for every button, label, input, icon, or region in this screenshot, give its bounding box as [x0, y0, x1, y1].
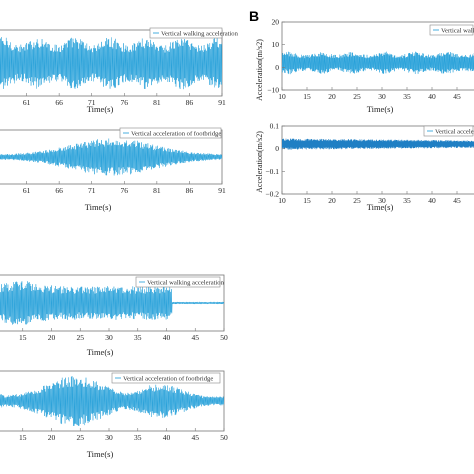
legend: Vertical walking acceleration [429, 24, 474, 36]
x-axis-label: Time(s) [87, 449, 114, 459]
x-tick-label: 81 [153, 98, 161, 107]
x-tick-label: 20 [48, 433, 56, 442]
legend-box [135, 276, 221, 288]
x-tick-label: 86 [186, 98, 194, 107]
x-tick-label: 25 [77, 333, 85, 342]
series-line-c_bridge [0, 376, 224, 426]
y-tick-label: −10 [267, 86, 279, 95]
x-axis-label: Time(s) [85, 202, 112, 212]
legend-box [149, 27, 223, 39]
y-tick-label: −0.2 [265, 190, 279, 199]
x-tick-label: 20 [328, 196, 336, 205]
x-tick-label: 40 [163, 433, 171, 442]
chart-a_bridge: 61 66 71 76 81 86 91 Time(s) Vertical accelerati… [0, 127, 226, 212]
x-tick-label: 10 [278, 196, 286, 205]
x-tick-label: 30 [378, 196, 386, 205]
x-tick-label: 15 [19, 333, 27, 342]
y-axis-label: Acceleration(m/s2) [255, 131, 264, 193]
x-tick-label: 45 [453, 196, 461, 205]
x-tick-label: 76 [121, 186, 129, 195]
x-axis-label: Time(s) [87, 104, 114, 114]
x-tick-label: 30 [378, 92, 386, 101]
y-tick-label: 10 [272, 40, 280, 49]
legend: Vertical walking acceleration [149, 27, 239, 39]
x-tick-label: 35 [134, 433, 142, 442]
legend-label: Vertical walking acceleration [161, 31, 239, 38]
x-axis-label: Time(s) [87, 347, 114, 357]
legend-label: Vertical acceleration of footbridge [123, 376, 213, 383]
x-tick-label: 71 [88, 186, 96, 195]
legend: Vertical acceleratio [423, 125, 474, 137]
x-tick-label: 35 [403, 92, 411, 101]
legend-box [429, 24, 474, 36]
legend-label: Vertical acceleratio [435, 129, 474, 136]
x-tick-label: 50 [220, 333, 228, 342]
series-line-b_bridge [282, 138, 474, 150]
legend-box [111, 372, 221, 384]
x-tick-label: 66 [55, 186, 63, 195]
y-tick-label: −0.1 [265, 167, 279, 176]
chart-b_bridge: 10 15 20 25 30 35 40 45 0.1 0 −0.1 −0.2 Time(s) Accel… [255, 122, 474, 212]
x-tick-label: 25 [77, 433, 85, 442]
legend: Vertical walking acceleration [135, 276, 225, 288]
x-tick-label: 66 [55, 98, 63, 107]
chart-c_walk: 15 20 25 30 35 40 45 50 Time(s) Vertical walking … [0, 274, 228, 357]
x-tick-label: 10 [278, 92, 286, 101]
y-tick-label: 0 [275, 144, 279, 153]
x-tick-label: 35 [403, 196, 411, 205]
x-tick-label: 86 [186, 186, 194, 195]
x-tick-label: 91 [218, 98, 226, 107]
x-tick-label: 71 [88, 98, 96, 107]
x-tick-label: 91 [218, 186, 226, 195]
x-tick-label: 61 [23, 186, 31, 195]
x-tick-label: 45 [192, 333, 200, 342]
x-tick-label: 15 [19, 433, 27, 442]
chart-a_walk: 61 66 71 76 81 86 91 Time(s) Vertical walking ac… [0, 27, 239, 114]
x-tick-label: 61 [23, 98, 31, 107]
x-tick-label: 45 [453, 92, 461, 101]
legend: Vertical acceleration of footbridge [111, 372, 221, 384]
x-tick-label: 25 [353, 196, 361, 205]
x-axis-label: Time(s) [367, 104, 394, 114]
x-tick-label: 40 [428, 92, 436, 101]
series-line-b_walk [282, 51, 474, 75]
y-axis-label: Acceleration(m/s2) [255, 39, 264, 101]
legend-label: Vertical walking acceleration [441, 28, 474, 35]
x-tick-label: 35 [134, 333, 142, 342]
x-tick-label: 45 [192, 433, 200, 442]
y-tick-label: 0 [275, 63, 279, 72]
legend-box [119, 127, 222, 139]
x-tick-label: 15 [303, 196, 311, 205]
x-tick-label: 81 [153, 186, 161, 195]
legend-label: Vertical acceleration of footbridge [131, 131, 221, 138]
y-tick-label: 0.1 [270, 122, 280, 131]
x-tick-label: 40 [428, 196, 436, 205]
x-tick-label: 50 [220, 433, 228, 442]
x-tick-label: 25 [353, 92, 361, 101]
x-axis-label: Time(s) [367, 202, 394, 212]
x-tick-label: 30 [105, 333, 113, 342]
panel-label-b: B [249, 8, 259, 24]
x-tick-label: 15 [303, 92, 311, 101]
x-tick-label: 76 [121, 98, 129, 107]
series-line-c_walk [0, 281, 224, 325]
x-tick-label: 20 [328, 92, 336, 101]
x-tick-label: 40 [163, 333, 171, 342]
chart-c_bridge: 15 20 25 30 35 40 45 50 Time(s) Vertical accelera… [0, 370, 228, 459]
axis-frame [0, 129, 223, 185]
x-tick-label: 30 [105, 433, 113, 442]
series-line-a_walk [0, 37, 222, 90]
x-tick-label: 20 [48, 333, 56, 342]
y-tick-label: 20 [272, 18, 280, 27]
chart-b_walk: 10 15 20 25 30 35 40 45 20 10 0 −10 Time(s) Accelerat… [255, 18, 474, 114]
legend: Vertical acceleration of footbridge [119, 127, 222, 139]
legend-label: Vertical walking acceleration [147, 280, 225, 287]
series-line-a_bridge [0, 138, 222, 176]
legend-box [423, 125, 474, 137]
